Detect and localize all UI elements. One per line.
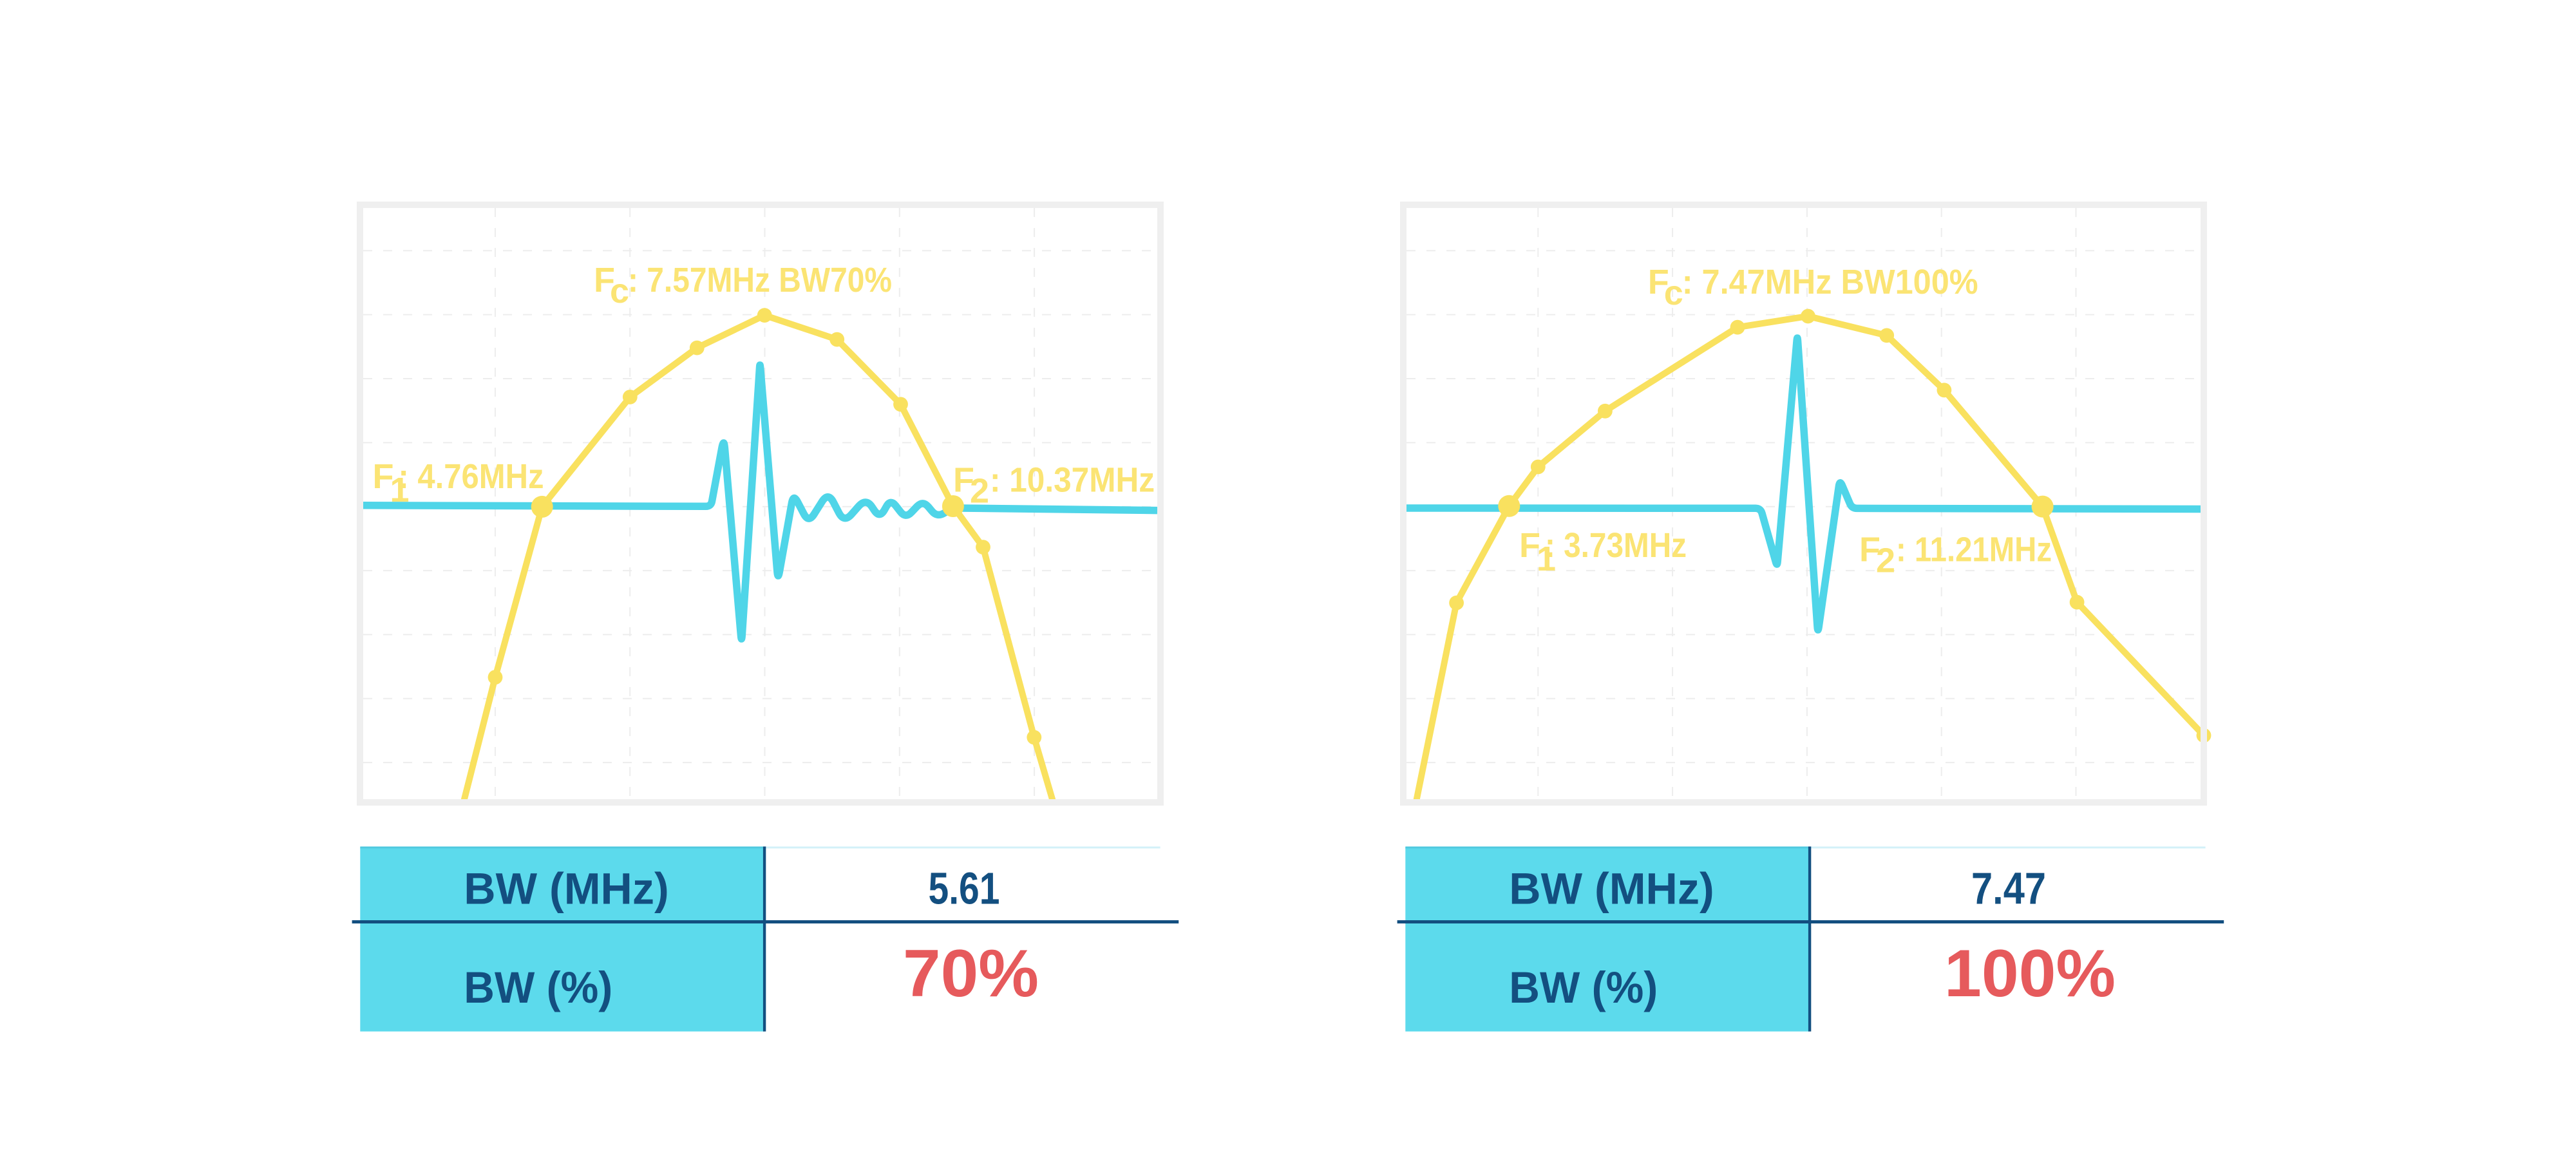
svg-text:BW (%): BW (%) [464,963,612,1012]
svg-text:: 11.21MHz: : 11.21MHz [1896,531,2052,569]
svg-text:: 3.73MHz: : 3.73MHz [1545,526,1687,565]
svg-text:BW (%): BW (%) [1509,963,1658,1012]
svg-text:1: 1 [1537,540,1556,578]
svg-text:70%: 70% [903,936,1039,1011]
svg-text:F: F [373,457,394,496]
svg-text:7.47: 7.47 [1971,863,2046,913]
svg-text:5.61: 5.61 [929,863,1000,913]
svg-text:: 7.47MHz BW100%: : 7.47MHz BW100% [1682,263,1978,301]
svg-text:F: F [594,261,615,299]
svg-text:c: c [1664,274,1683,312]
svg-text:1: 1 [390,471,410,509]
svg-text:F: F [1859,531,1880,569]
svg-text:: 7.57MHz BW70%: : 7.57MHz BW70% [628,261,892,299]
svg-text:2: 2 [1876,542,1895,580]
svg-text:F: F [953,460,974,499]
svg-text:BW (MHz): BW (MHz) [464,864,668,914]
svg-text:: 4.76MHz: : 4.76MHz [399,457,544,496]
svg-text:F: F [1648,263,1669,301]
svg-text:BW (MHz): BW (MHz) [1509,864,1714,914]
svg-text:100%: 100% [1944,936,2116,1011]
svg-text:c: c [610,272,629,310]
svg-text:2: 2 [970,471,989,510]
svg-text:F: F [1519,526,1540,565]
svg-text:: 10.37MHz: : 10.37MHz [990,460,1155,499]
